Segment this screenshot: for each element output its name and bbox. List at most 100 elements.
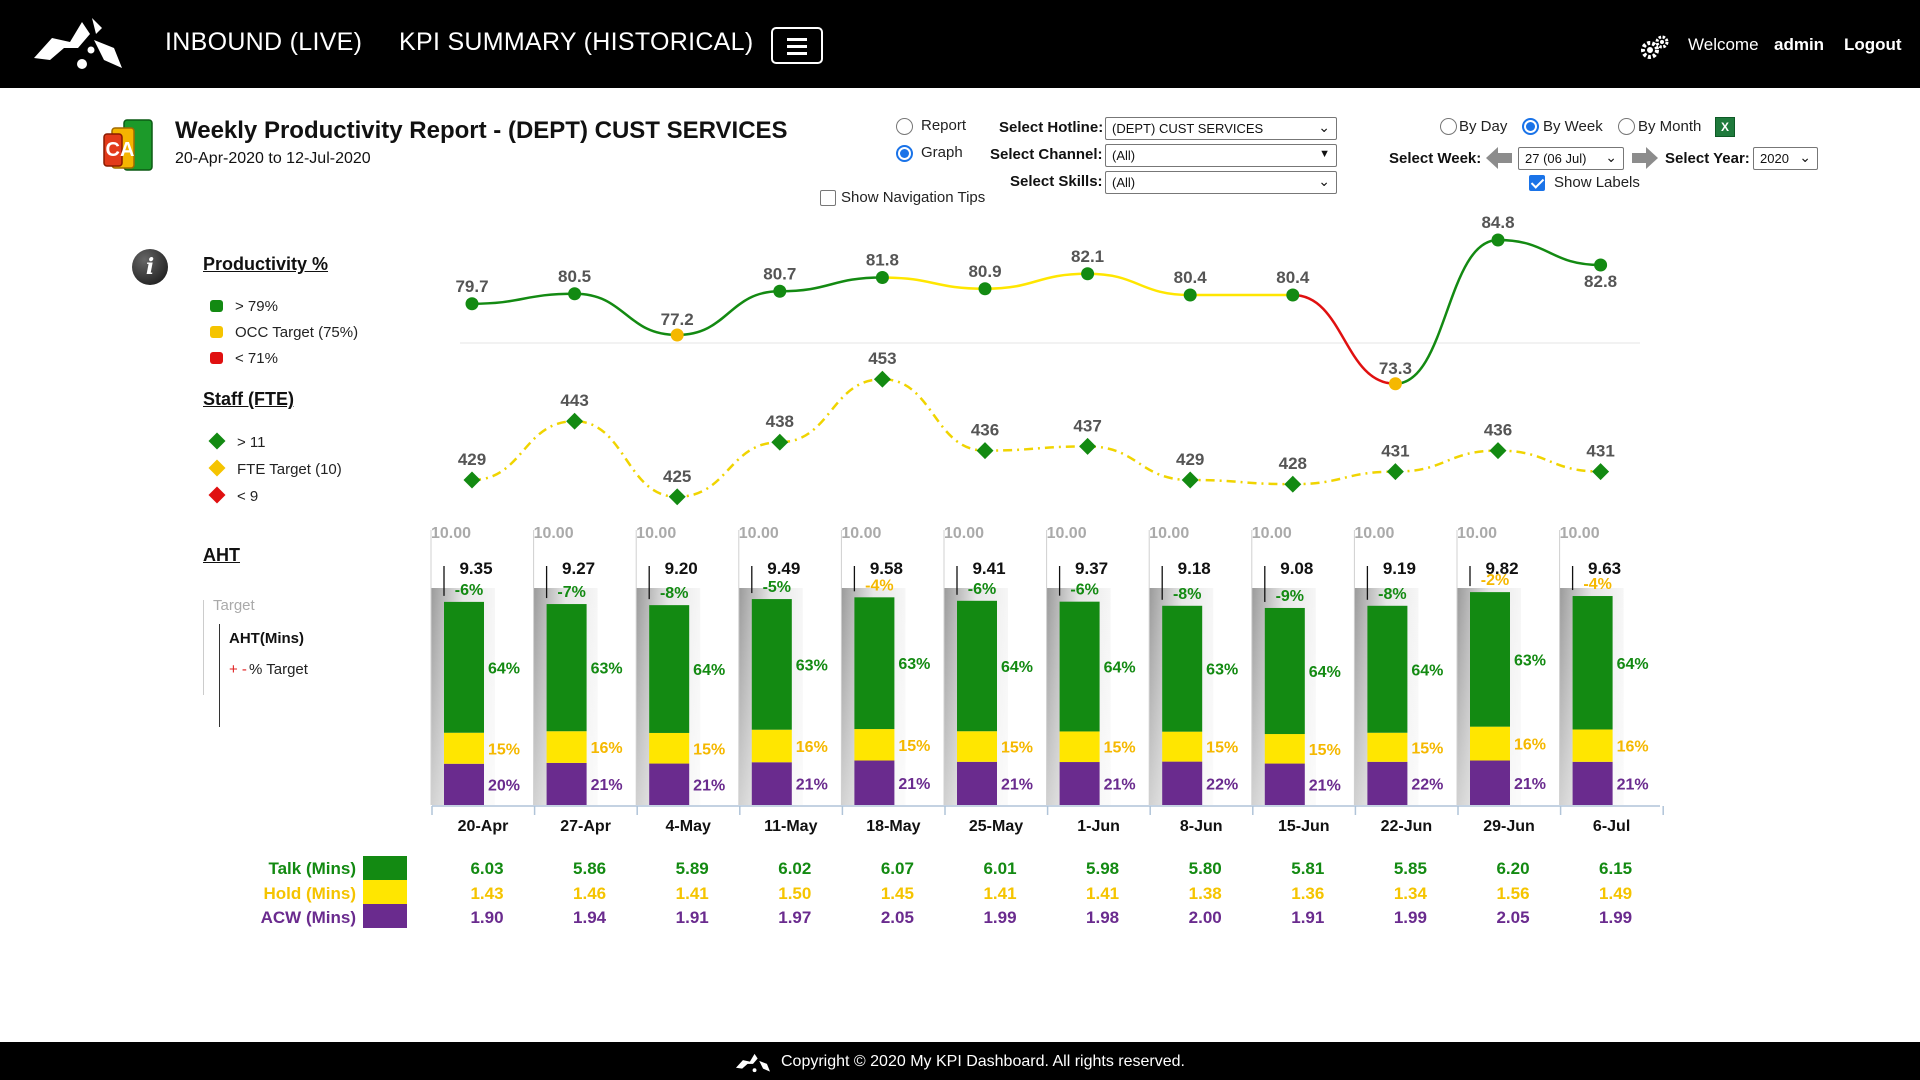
productivity-point bbox=[1491, 233, 1505, 247]
staff-point bbox=[1284, 475, 1302, 493]
radio-by-week-label: By Week bbox=[1543, 118, 1603, 135]
talk-bar bbox=[1059, 601, 1100, 732]
productivity-line-segment bbox=[779, 276, 883, 293]
red-dot-icon bbox=[210, 352, 223, 364]
show-labels-label: Show Labels bbox=[1554, 174, 1640, 191]
aht-target-label: 10.00 bbox=[1047, 525, 1087, 542]
report-date-range: 20-Apr-2020 to 12-Jul-2020 bbox=[175, 150, 371, 167]
radio-by-week[interactable] bbox=[1522, 118, 1539, 135]
staff-point bbox=[1181, 471, 1199, 489]
show-navigation-tips-label: Show Navigation Tips bbox=[841, 189, 986, 206]
skills-select[interactable]: (All) ⌄ bbox=[1105, 171, 1337, 194]
productivity-label: 80.5 bbox=[558, 267, 591, 286]
productivity-point bbox=[465, 297, 479, 311]
aht-target-bar bbox=[1046, 588, 1111, 805]
acw-pct-label: 21% bbox=[796, 777, 828, 794]
logout-link[interactable]: Logout bbox=[1844, 35, 1902, 54]
channel-select[interactable]: (All) ▼ bbox=[1105, 144, 1337, 167]
aht-target-fade bbox=[533, 588, 598, 805]
channel-value: (All) bbox=[1112, 148, 1136, 163]
productivity-label: 81.8 bbox=[866, 251, 899, 270]
talk-bar bbox=[1162, 605, 1203, 732]
report-title: Weekly Productivity Report - (DEPT) CUST… bbox=[175, 117, 788, 144]
acw-pct-label: 21% bbox=[1617, 776, 1649, 793]
acw-pct-label: 21% bbox=[1309, 777, 1341, 794]
kpi-logo-icon[interactable] bbox=[30, 12, 126, 74]
nav-inbound-live[interactable]: INBOUND (LIVE) bbox=[165, 28, 363, 56]
footer-logo-icon bbox=[735, 1053, 771, 1073]
talk-pct-label: 64% bbox=[1001, 659, 1033, 676]
productivity-point bbox=[1286, 288, 1300, 302]
aht-value-label: 9.19 bbox=[1383, 559, 1416, 578]
productivity-label: 79.7 bbox=[455, 277, 488, 296]
productivity-label: 84.8 bbox=[1481, 213, 1514, 232]
staff-point bbox=[1386, 463, 1404, 481]
x-axis-category-label: 22-Jun bbox=[1381, 818, 1433, 835]
aht-pct-label: -6% bbox=[1070, 582, 1098, 599]
hotline-select[interactable]: (DEPT) CUST SERVICES ⌄ bbox=[1105, 117, 1337, 140]
table-cell: 5.85 bbox=[1393, 859, 1427, 878]
settings-gear-icon[interactable] bbox=[1640, 34, 1670, 60]
aht-value-label: 9.20 bbox=[665, 559, 698, 578]
copyright-text: Copyright © 2020 My KPI Dashboard. All r… bbox=[781, 1053, 1185, 1070]
legend-staff-low: < 9 bbox=[237, 488, 259, 505]
staff-point bbox=[566, 412, 584, 430]
radio-graph[interactable] bbox=[896, 145, 913, 162]
talk-pct-label: 64% bbox=[693, 662, 725, 679]
staff-point bbox=[1079, 437, 1097, 455]
aht-value-label: 9.41 bbox=[972, 559, 1005, 578]
acw-bar bbox=[444, 763, 484, 805]
table-cell: 5.86 bbox=[573, 859, 607, 878]
hold-bar bbox=[1470, 726, 1510, 761]
talk-bar bbox=[751, 599, 792, 730]
staff-point bbox=[771, 433, 789, 451]
aht-pct-label: -8% bbox=[1173, 586, 1201, 603]
week-select[interactable]: 27 (06 Jul) ⌄ bbox=[1518, 147, 1624, 170]
aht-pct-label: -6% bbox=[968, 581, 996, 598]
radio-by-month[interactable] bbox=[1618, 118, 1635, 135]
acw-bar bbox=[1572, 761, 1613, 805]
show-navigation-tips-checkbox[interactable] bbox=[820, 190, 836, 206]
hold-bar bbox=[1264, 734, 1305, 764]
radio-by-month-label: By Month bbox=[1638, 118, 1702, 135]
x-axis-category-label: 1-Jun bbox=[1077, 818, 1120, 835]
info-icon[interactable]: i bbox=[132, 249, 168, 285]
productivity-label: 80.4 bbox=[1276, 268, 1310, 287]
table-cell: 1.46 bbox=[573, 884, 607, 903]
table-cell: 1.99 bbox=[1599, 908, 1633, 927]
talk-bar bbox=[649, 605, 690, 733]
previous-week-arrow-icon[interactable] bbox=[1484, 146, 1514, 170]
aht-target-fade bbox=[1149, 588, 1214, 805]
hold-pct-label: 15% bbox=[1001, 740, 1033, 757]
acw-bar bbox=[957, 761, 997, 805]
hamburger-menu-button[interactable] bbox=[771, 27, 823, 64]
table-cell: 5.80 bbox=[1188, 859, 1222, 878]
hold-bar bbox=[1162, 731, 1203, 762]
chevron-down-icon: ⌄ bbox=[1318, 173, 1330, 189]
acw-bar bbox=[751, 762, 792, 805]
legend-aht-mins: AHT(Mins) bbox=[229, 630, 304, 647]
productivity-line-segment bbox=[677, 290, 780, 337]
hold-pct-label: 15% bbox=[1411, 740, 1443, 757]
x-axis-category-label: 20-Apr bbox=[458, 818, 509, 835]
yellow-diamond-icon bbox=[208, 459, 226, 477]
legend-productivity-high: > 79% bbox=[235, 298, 278, 315]
acw-bar bbox=[1470, 760, 1510, 805]
acw-pct-label: 21% bbox=[1104, 777, 1136, 794]
staff-label: 431 bbox=[1586, 442, 1614, 461]
next-week-arrow-icon[interactable] bbox=[1630, 146, 1660, 170]
username: admin bbox=[1774, 35, 1825, 54]
hold-pct-label: 15% bbox=[693, 741, 725, 758]
radio-report[interactable] bbox=[896, 118, 913, 135]
nav-kpi-summary[interactable]: KPI SUMMARY (HISTORICAL) bbox=[399, 28, 754, 56]
hold-bar bbox=[546, 731, 587, 763]
aht-value-label: 9.63 bbox=[1588, 559, 1621, 578]
year-select[interactable]: 2020 ⌄ bbox=[1753, 147, 1818, 170]
legend-productivity-target: OCC Target (75%) bbox=[235, 324, 359, 341]
legend-aht-pct-prefix: + - bbox=[229, 661, 247, 678]
excel-export-icon[interactable]: X bbox=[1715, 117, 1735, 137]
aht-target-fade bbox=[1559, 588, 1624, 805]
radio-by-day[interactable] bbox=[1440, 118, 1457, 135]
aht-value-label: 9.82 bbox=[1485, 559, 1518, 578]
show-labels-checkbox[interactable] bbox=[1529, 175, 1545, 191]
